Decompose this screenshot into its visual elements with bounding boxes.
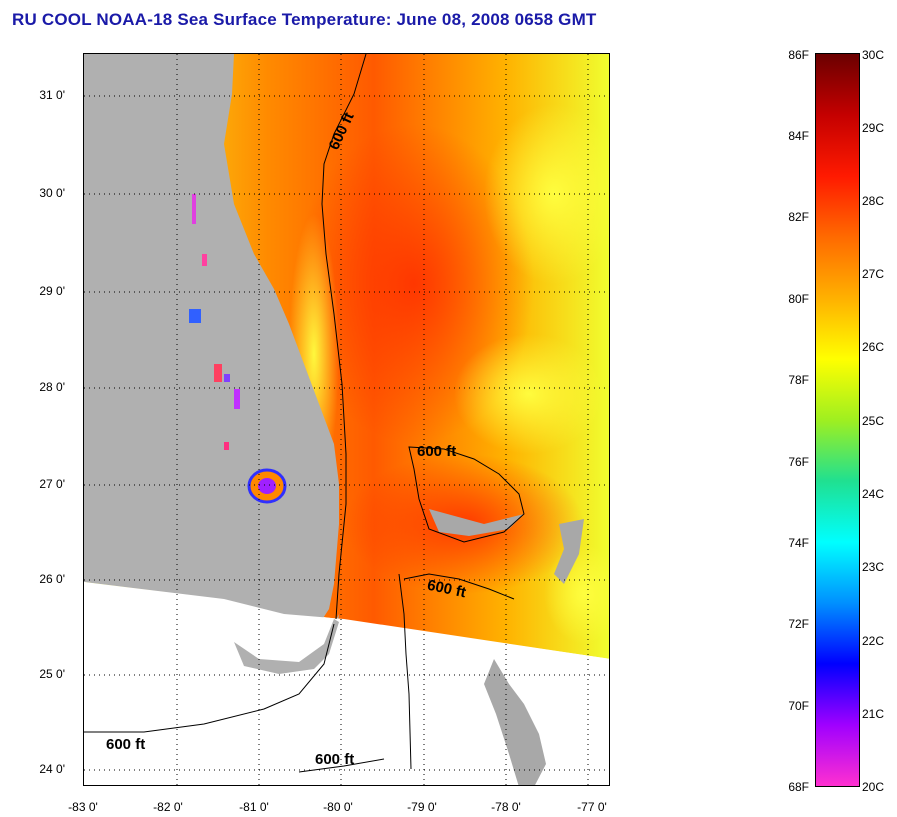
lon-tick-label: -81 0'	[239, 800, 269, 814]
lat-tick-label: 27 0'	[39, 477, 65, 491]
colorbar-c-label: 23C	[862, 560, 885, 574]
contour-label: 600 ft	[315, 751, 354, 768]
sst-map[interactable]: 600 ft 600 ft 600 ft 600 ft 600 ft	[83, 53, 610, 786]
isobath-contours	[84, 54, 525, 773]
colorbar-c-label: 27C	[862, 267, 885, 281]
lon-tick-label: -80 0'	[323, 800, 353, 814]
colorbar-c-label: 22C	[862, 634, 885, 648]
florida-land	[84, 54, 339, 654]
colorbar-c-label: 21C	[862, 707, 885, 721]
grand-bahama	[429, 509, 524, 536]
colorbar-f-label: 78F	[788, 373, 809, 387]
lon-tick-label: -79 0'	[407, 800, 437, 814]
lon-tick-label: -82 0'	[153, 800, 183, 814]
lon-tick-label: -78 0'	[491, 800, 521, 814]
lat-tick-label: 26 0'	[39, 572, 65, 586]
colorbar-c-label: 25C	[862, 414, 885, 428]
contour-label: 600 ft	[106, 736, 145, 753]
colorbar-f-label: 74F	[788, 536, 809, 550]
lon-tick-label: -77 0'	[577, 800, 607, 814]
no-data-region	[84, 582, 609, 785]
colorbar-f-label: 86F	[788, 48, 809, 62]
colorbar-f-label: 72F	[788, 617, 809, 631]
colorbar-c-label: 30C	[862, 48, 885, 62]
lat-tick-label: 31 0'	[39, 88, 65, 102]
inland-lakes	[189, 194, 240, 450]
colorbar-f-label: 68F	[788, 780, 809, 794]
lat-tick-label: 30 0'	[39, 186, 65, 200]
colorbar-f-label: 76F	[788, 455, 809, 469]
colorbar-c-label: 28C	[862, 194, 885, 208]
temperature-colorbar	[815, 53, 860, 787]
abaco-island	[554, 519, 584, 584]
colorbar-f-label: 84F	[788, 129, 809, 143]
contour-labels: 600 ft 600 ft 600 ft 600 ft 600 ft	[106, 110, 467, 768]
lat-tick-label: 28 0'	[39, 380, 65, 394]
lat-tick-label: 25 0'	[39, 667, 65, 681]
colorbar-f-label: 82F	[788, 210, 809, 224]
colorbar-c-label: 20C	[862, 780, 885, 794]
colorbar-c-label: 26C	[862, 340, 885, 354]
colorbar-c-label: 29C	[862, 121, 885, 135]
colorbar-f-label: 70F	[788, 699, 809, 713]
lon-tick-label: -83 0'	[68, 800, 98, 814]
lat-tick-label: 29 0'	[39, 284, 65, 298]
contour-label: 600 ft	[417, 443, 456, 460]
colorbar-c-label: 24C	[862, 487, 885, 501]
page-title: RU COOL NOAA-18 Sea Surface Temperature:…	[12, 10, 597, 29]
andros-island	[484, 659, 546, 785]
graticule	[84, 54, 609, 785]
colorbar-f-label: 80F	[788, 292, 809, 306]
lat-tick-label: 24 0'	[39, 762, 65, 776]
sst-map-svg: 600 ft 600 ft 600 ft 600 ft 600 ft	[84, 54, 609, 785]
